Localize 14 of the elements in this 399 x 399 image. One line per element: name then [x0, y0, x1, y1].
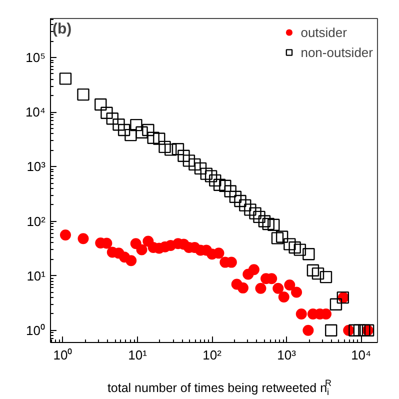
chart-title: (b) [52, 20, 72, 38]
y-tick-label: 10³ [26, 159, 46, 174]
legend-label: outsider [300, 24, 347, 40]
x-tick-label: 10² [202, 348, 222, 362]
y-tick-label: 10² [26, 214, 46, 229]
legend-label: non-outsider [300, 44, 373, 60]
y-tick-label: 10¹ [26, 268, 46, 284]
y-tick-label: 10⁴ [25, 104, 46, 120]
x-tick-label: 10⁰ [53, 348, 73, 362]
y-tick-label: 10⁰ [26, 322, 46, 338]
x-tick-label: 10¹ [128, 348, 148, 362]
x-tick-label: 10⁴ [351, 348, 372, 362]
y-tick-label: 10⁵ [26, 50, 46, 66]
x-tick-label: 10³ [277, 348, 297, 362]
